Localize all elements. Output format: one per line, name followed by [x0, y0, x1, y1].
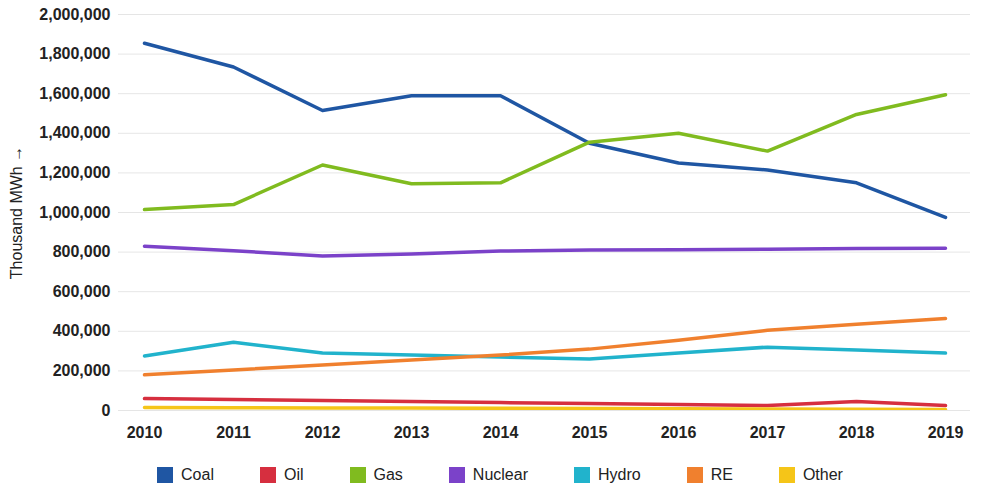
svg-text:600,000: 600,000 [53, 283, 111, 300]
svg-text:1,200,000: 1,200,000 [39, 164, 110, 181]
svg-text:2018: 2018 [839, 424, 875, 441]
svg-text:2016: 2016 [661, 424, 697, 441]
svg-text:2015: 2015 [572, 424, 608, 441]
html-text:Coal: Coal [181, 466, 214, 483]
svg-text:800,000: 800,000 [53, 243, 111, 260]
svg-text:2014: 2014 [483, 424, 519, 441]
html-text:Oil: Oil [284, 466, 304, 483]
svg-text:2010: 2010 [127, 424, 163, 441]
svg-text:400,000: 400,000 [53, 322, 111, 339]
html-text:Hydro: Hydro [598, 466, 641, 483]
svg-text:200,000: 200,000 [53, 362, 111, 379]
svg-text:Thousand MWh →: Thousand MWh → [8, 146, 25, 279]
svg-text:0: 0 [102, 402, 111, 419]
svg-text:2011: 2011 [216, 424, 251, 441]
svg-text:2012: 2012 [305, 424, 341, 441]
svg-text:2017: 2017 [750, 424, 786, 441]
html-text:RE: RE [710, 466, 733, 483]
html-text:Other: Other [802, 466, 843, 483]
html-text:Gas: Gas [373, 466, 403, 483]
svg-text:2013: 2013 [394, 424, 430, 441]
html-text:Nuclear: Nuclear [472, 466, 528, 483]
svg-text:1,600,000: 1,600,000 [39, 85, 110, 102]
svg-text:2019: 2019 [928, 424, 964, 441]
svg-text:1,000,000: 1,000,000 [39, 204, 110, 221]
svg-text:2,000,000: 2,000,000 [39, 6, 110, 23]
svg-text:1,800,000: 1,800,000 [39, 45, 110, 62]
svg-text:1,400,000: 1,400,000 [39, 124, 110, 141]
